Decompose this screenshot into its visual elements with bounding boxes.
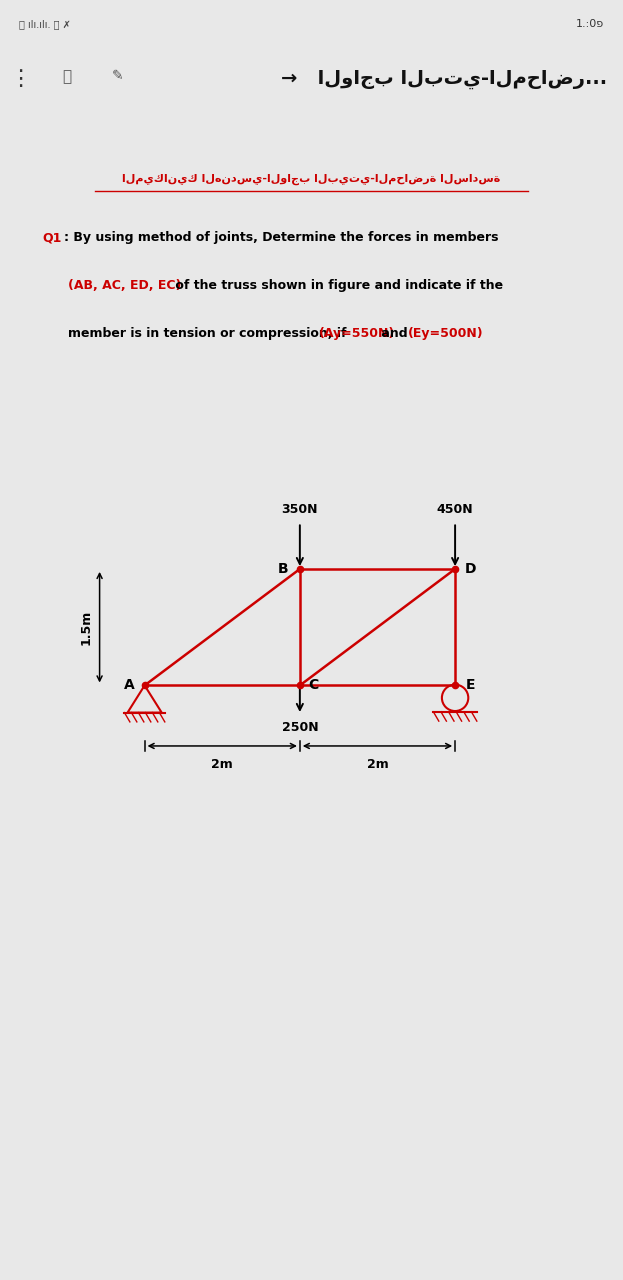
Text: Q1: Q1: [42, 232, 62, 244]
Text: ⋮: ⋮: [9, 69, 32, 90]
Text: D: D: [465, 562, 477, 576]
Text: (Ey=500N): (Ey=500N): [407, 328, 483, 340]
Text: (Ay=550N): (Ay=550N): [319, 328, 396, 340]
Text: 🔋 ılı.ılı. 🔊 ✗: 🔋 ılı.ılı. 🔊 ✗: [19, 19, 70, 29]
Text: : By using method of joints, Determine the forces in members: : By using method of joints, Determine t…: [64, 232, 499, 244]
Text: 1.5m: 1.5m: [79, 609, 92, 645]
Text: الميكانيك الهندسي-الواجب البيتي-المحاضرة السادسة: الميكانيك الهندسي-الواجب البيتي-المحاضرة…: [122, 173, 501, 184]
Text: member is in tension or compression, if: member is in tension or compression, if: [69, 328, 351, 340]
Text: C: C: [309, 678, 319, 692]
Text: B: B: [277, 562, 288, 576]
Text: ⧉: ⧉: [62, 69, 72, 84]
Text: A: A: [124, 678, 135, 692]
Text: 350N: 350N: [282, 503, 318, 516]
Text: E: E: [466, 678, 475, 692]
Text: and: and: [376, 328, 412, 340]
Text: ✎: ✎: [112, 69, 124, 83]
Text: 2m: 2m: [366, 758, 388, 771]
Text: 450N: 450N: [437, 503, 473, 516]
Text: →   الواجب البتي-المحاضر...: → الواجب البتي-المحاضر...: [282, 69, 607, 90]
Text: (AB, AC, ED, EC): (AB, AC, ED, EC): [69, 279, 182, 292]
Text: of the truss shown in figure and indicate if the: of the truss shown in figure and indicat…: [171, 279, 503, 292]
Text: 1.:0פ: 1.:0פ: [576, 19, 604, 29]
Text: 250N: 250N: [282, 721, 318, 735]
Text: 2m: 2m: [211, 758, 233, 771]
